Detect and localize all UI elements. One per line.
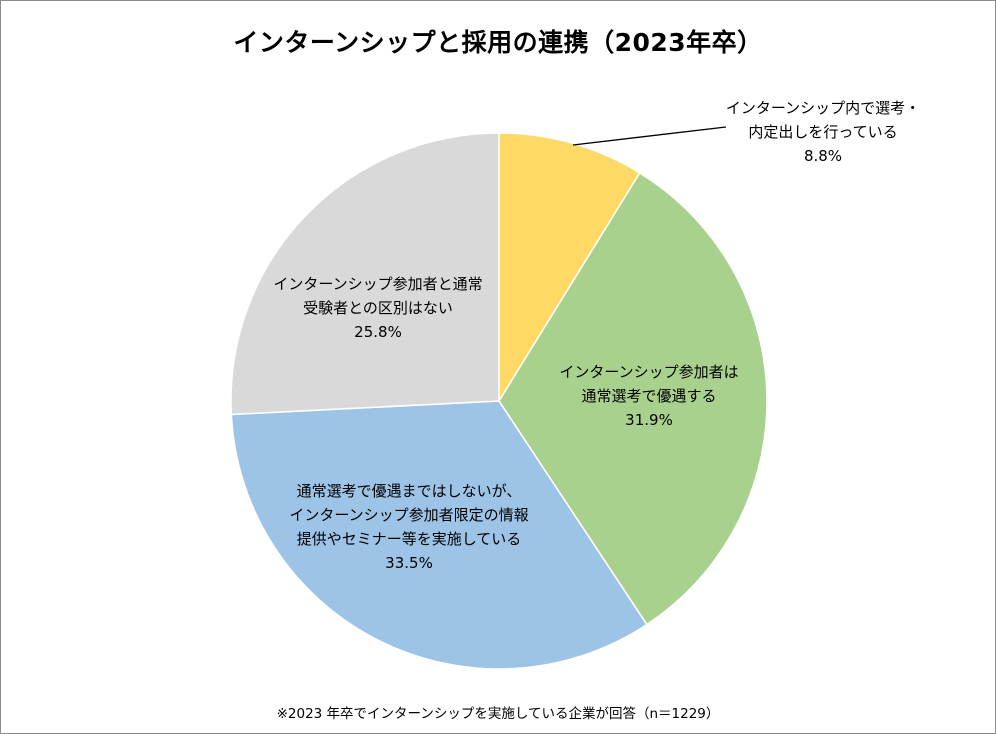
slice-4-value-label: 25.8% <box>354 323 402 341</box>
pie-slice-1 <box>498 132 641 404</box>
data-label-slice-1: インターンシップ内で選考・ 内定出しを行っている 8.8% <box>718 96 928 168</box>
pie-slice-2 <box>498 171 768 626</box>
footnote: ※2023 年卒でインターンシップを実施している企業が回答（n＝1229） <box>276 706 720 722</box>
slice-4-category-label: インターンシップ参加者と通常 受験者との区別はない <box>273 275 483 317</box>
slice-2-value-label: 31.9% <box>625 411 673 429</box>
slice-3-value-label: 33.5% <box>385 554 433 572</box>
slice-1-category-label: インターンシップ内で選考・ 内定出しを行っている <box>725 99 921 141</box>
pie-slices <box>230 132 768 670</box>
chart-title: インターンシップと採用の連携（2023年卒） <box>233 28 763 57</box>
pie-slice-3 <box>230 400 648 670</box>
data-label-slice-2: インターンシップ参加者は 通常選考で優遇する 31.9% <box>539 360 759 432</box>
slice-3-category-label: 通常選考で優遇まではしないが、 インターンシップ参加者限定の情報 提供やセミナー… <box>289 482 529 548</box>
pie-slice-4 <box>230 132 500 416</box>
slice-1-value-label: 8.8% <box>803 147 843 165</box>
data-label-slice-4: インターンシップ参加者と通常 受験者との区別はない 25.8% <box>263 272 493 344</box>
data-label-slice-3: 通常選考で優遇まではしないが、 インターンシップ参加者限定の情報 提供やセミナー… <box>269 479 549 575</box>
leader-line-slice-1 <box>572 126 727 146</box>
slice-2-category-label: インターンシップ参加者は 通常選考で優遇する <box>559 363 739 405</box>
